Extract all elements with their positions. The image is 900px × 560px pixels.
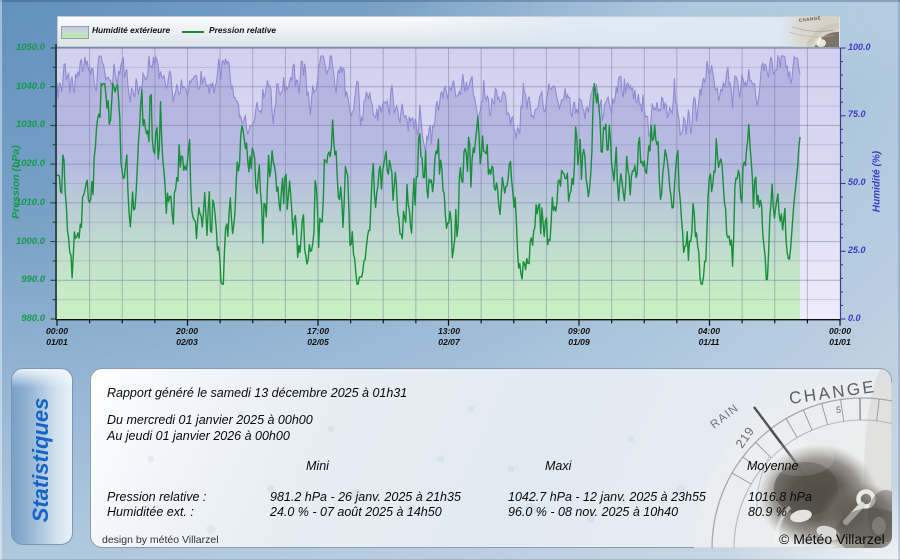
svg-text:CHANGE: CHANGE <box>799 15 822 23</box>
svg-text:5: 5 <box>836 405 841 415</box>
svg-text:RAIN: RAIN <box>708 402 741 431</box>
